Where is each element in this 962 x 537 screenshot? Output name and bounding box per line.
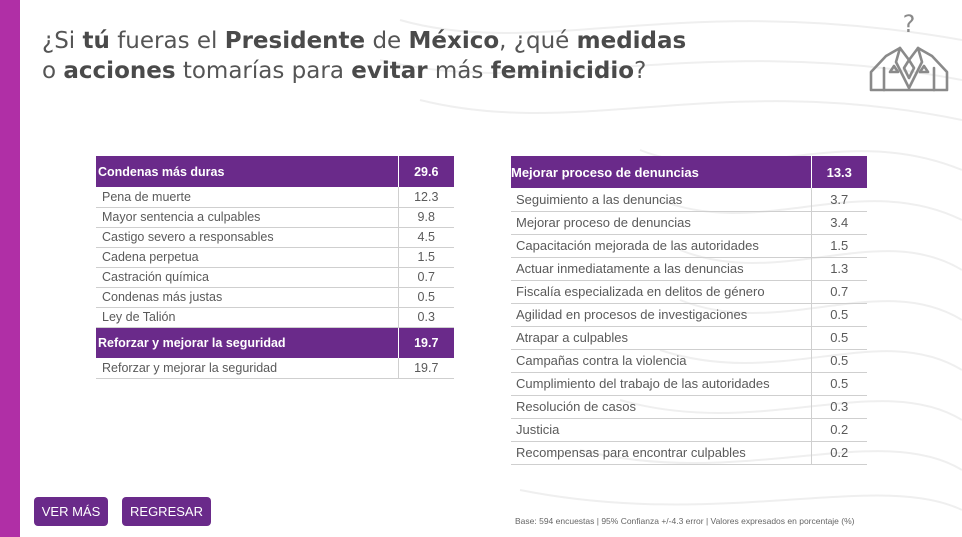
logo-question-mark: ? bbox=[903, 10, 916, 38]
row-value: 0.5 bbox=[397, 287, 454, 308]
row-value: 0.5 bbox=[810, 349, 867, 373]
title-segment: Presidente bbox=[224, 28, 366, 54]
row-value: 0.5 bbox=[810, 303, 867, 327]
row-label: Resolución de casos bbox=[511, 395, 811, 419]
table-row: Pena de muerte 12.3 bbox=[96, 187, 454, 208]
table-row: Recompensas para encontrar culpables 0.2 bbox=[511, 441, 867, 465]
table-row: Reforzar y mejorar la seguridad 19.7 bbox=[96, 358, 454, 379]
row-label: Seguimiento a las denuncias bbox=[511, 188, 811, 212]
row-value: 0.7 bbox=[397, 267, 454, 288]
row-label: Cumplimiento del trabajo de las autorida… bbox=[511, 372, 811, 396]
row-label: Fiscalía especializada en delitos de gén… bbox=[511, 280, 811, 304]
title-segment: fueras el bbox=[109, 28, 225, 54]
table-row: Atrapar a culpables 0.5 bbox=[511, 326, 867, 350]
row-value: 0.3 bbox=[810, 395, 867, 419]
row-label: Condenas más justas bbox=[96, 287, 398, 308]
row-value: 0.2 bbox=[810, 418, 867, 442]
row-label: Justicia bbox=[511, 418, 811, 442]
title-segment: más bbox=[427, 58, 491, 84]
table-row: Resolución de casos 0.3 bbox=[511, 395, 867, 419]
row-label: Pena de muerte bbox=[96, 187, 398, 208]
table-row: Seguimiento a las denuncias 3.7 bbox=[511, 188, 867, 212]
section-label: Mejorar proceso de denuncias bbox=[511, 156, 811, 188]
table-row: Cadena perpetua 1.5 bbox=[96, 247, 454, 268]
title-segment: medidas bbox=[576, 28, 687, 54]
row-label: Reforzar y mejorar la seguridad bbox=[96, 358, 398, 379]
title-segment: acciones bbox=[63, 58, 176, 84]
question-suit-icon: ? bbox=[866, 8, 952, 94]
table-row: Campañas contra la violencia 0.5 bbox=[511, 349, 867, 373]
table-row: Mejorar proceso de denuncias 3.4 bbox=[511, 211, 867, 235]
title-segment: de bbox=[365, 28, 409, 54]
title-segment: evitar bbox=[351, 58, 428, 84]
row-value: 9.8 bbox=[397, 207, 454, 228]
row-label: Campañas contra la violencia bbox=[511, 349, 811, 373]
footnote: Base: 594 encuestas | 95% Confianza +/-4… bbox=[515, 516, 855, 526]
row-label: Cadena perpetua bbox=[96, 247, 398, 268]
table-row: Actuar inmediatamente a las denuncias 1.3 bbox=[511, 257, 867, 281]
section-label: Condenas más duras bbox=[96, 156, 398, 187]
title-segment: feminicidio bbox=[490, 58, 635, 84]
side-accent-bar bbox=[0, 0, 20, 537]
row-value: 1.3 bbox=[810, 257, 867, 281]
table-row: Justicia 0.2 bbox=[511, 418, 867, 442]
table-row: Ley de Talión 0.3 bbox=[96, 307, 454, 328]
table-section-header: Reforzar y mejorar la seguridad 19.7 bbox=[96, 327, 454, 358]
row-value: 0.5 bbox=[810, 372, 867, 396]
table-row: Condenas más justas 0.5 bbox=[96, 287, 454, 308]
table-section-header: Condenas más duras 29.6 bbox=[96, 156, 454, 187]
measures-table-left: Condenas más duras 29.6 Pena de muerte 12.3… bbox=[96, 156, 454, 379]
row-label: Capacitación mejorada de las autoridades bbox=[511, 234, 811, 258]
row-label: Agilidad en procesos de investigaciones bbox=[511, 303, 811, 327]
row-value: 0.5 bbox=[810, 326, 867, 350]
row-label: Castración química bbox=[96, 267, 398, 288]
ver-mas-button[interactable]: VER MÁS bbox=[34, 497, 108, 526]
row-value: 1.5 bbox=[397, 247, 454, 268]
title-segment: ? bbox=[634, 58, 647, 84]
row-label: Recompensas para encontrar culpables bbox=[511, 441, 811, 465]
row-value: 1.5 bbox=[810, 234, 867, 258]
measures-table-right: Mejorar proceso de denuncias 13.3 Seguimie… bbox=[511, 156, 867, 465]
section-value: 29.6 bbox=[397, 156, 454, 187]
row-label: Atrapar a culpables bbox=[511, 326, 811, 350]
title-segment: ¿Si bbox=[42, 28, 83, 54]
row-value: 0.3 bbox=[397, 307, 454, 328]
row-label: Actuar inmediatamente a las denuncias bbox=[511, 257, 811, 281]
title-segment: o bbox=[42, 58, 64, 84]
section-value: 19.7 bbox=[397, 327, 454, 358]
title-segment: tú bbox=[82, 28, 110, 54]
regresar-button[interactable]: REGRESAR bbox=[122, 497, 211, 526]
section-value: 13.3 bbox=[810, 156, 867, 188]
title-segment: México bbox=[408, 28, 500, 54]
row-value: 19.7 bbox=[397, 358, 454, 379]
table-row: Fiscalía especializada en delitos de gén… bbox=[511, 280, 867, 304]
row-value: 3.4 bbox=[810, 211, 867, 235]
row-label: Mayor sentencia a culpables bbox=[96, 207, 398, 228]
table-row: Agilidad en procesos de investigaciones 0… bbox=[511, 303, 867, 327]
row-label: Castigo severo a responsables bbox=[96, 227, 398, 248]
table-row: Cumplimiento del trabajo de las autorida… bbox=[511, 372, 867, 396]
page-title: ¿Si tú fueras el Presidente de México, ¿… bbox=[42, 26, 702, 86]
table-row: Castigo severo a responsables 4.5 bbox=[96, 227, 454, 248]
title-segment: tomarías para bbox=[175, 58, 352, 84]
table-row: Mayor sentencia a culpables 9.8 bbox=[96, 207, 454, 228]
row-value: 12.3 bbox=[397, 187, 454, 208]
row-label: Ley de Talión bbox=[96, 307, 398, 328]
row-value: 3.7 bbox=[810, 188, 867, 212]
row-label: Mejorar proceso de denuncias bbox=[511, 211, 811, 235]
row-value: 0.2 bbox=[810, 441, 867, 465]
table-row: Castración química 0.7 bbox=[96, 267, 454, 288]
table-row: Capacitación mejorada de las autoridades… bbox=[511, 234, 867, 258]
row-value: 0.7 bbox=[810, 280, 867, 304]
table-section-header: Mejorar proceso de denuncias 13.3 bbox=[511, 156, 867, 188]
section-label: Reforzar y mejorar la seguridad bbox=[96, 327, 398, 358]
row-value: 4.5 bbox=[397, 227, 454, 248]
title-segment: , ¿qué bbox=[499, 28, 577, 54]
